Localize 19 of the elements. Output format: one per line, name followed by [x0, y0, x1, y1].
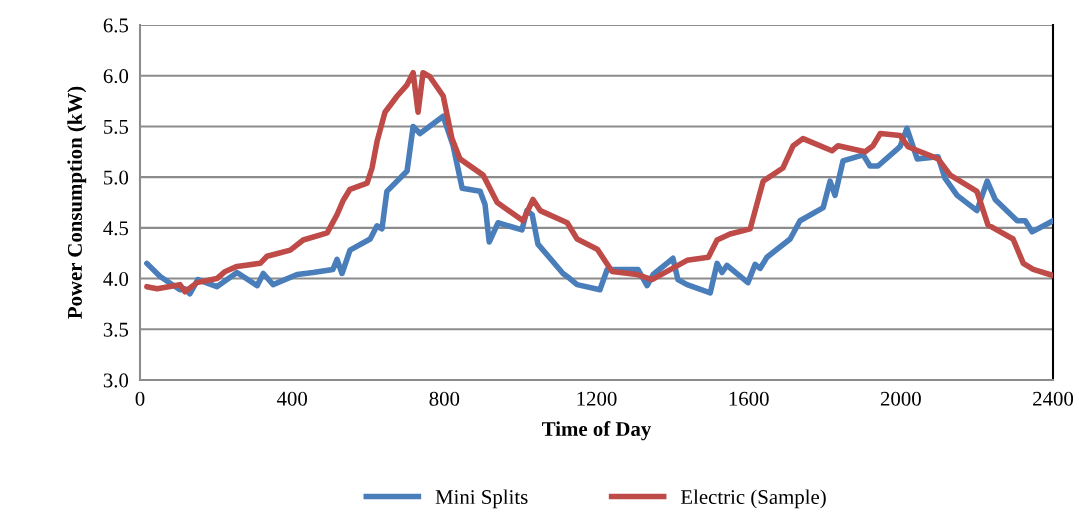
- legend-label: Mini Splits: [435, 489, 528, 509]
- x-tick-label: 1200: [577, 391, 617, 406]
- y-tick-label: 3.0: [103, 373, 129, 388]
- x-axis-title: Time of Day: [542, 421, 652, 441]
- legend-label: Electric (Sample): [680, 489, 826, 509]
- y-tick-label: 6.5: [103, 18, 129, 33]
- x-tick-label: 400: [276, 391, 307, 406]
- y-tick-label: 4.0: [103, 271, 129, 287]
- y-tick-label: 6.0: [103, 69, 129, 84]
- y-tick-label: 5.0: [104, 170, 129, 185]
- x-tick-label: 2000: [880, 391, 921, 406]
- y-tick-label: 4.5: [103, 221, 129, 236]
- y-tick-label: 3.5: [103, 322, 129, 337]
- x-tick-label: 1600: [729, 391, 769, 406]
- y-tick-label: 5.5: [104, 120, 129, 134]
- x-tick-label: 2400: [1033, 391, 1074, 406]
- x-tick-label: 0: [135, 391, 145, 406]
- x-tick-label: 800: [429, 391, 460, 406]
- y-axis-title: Power Consumption (kW): [67, 86, 87, 319]
